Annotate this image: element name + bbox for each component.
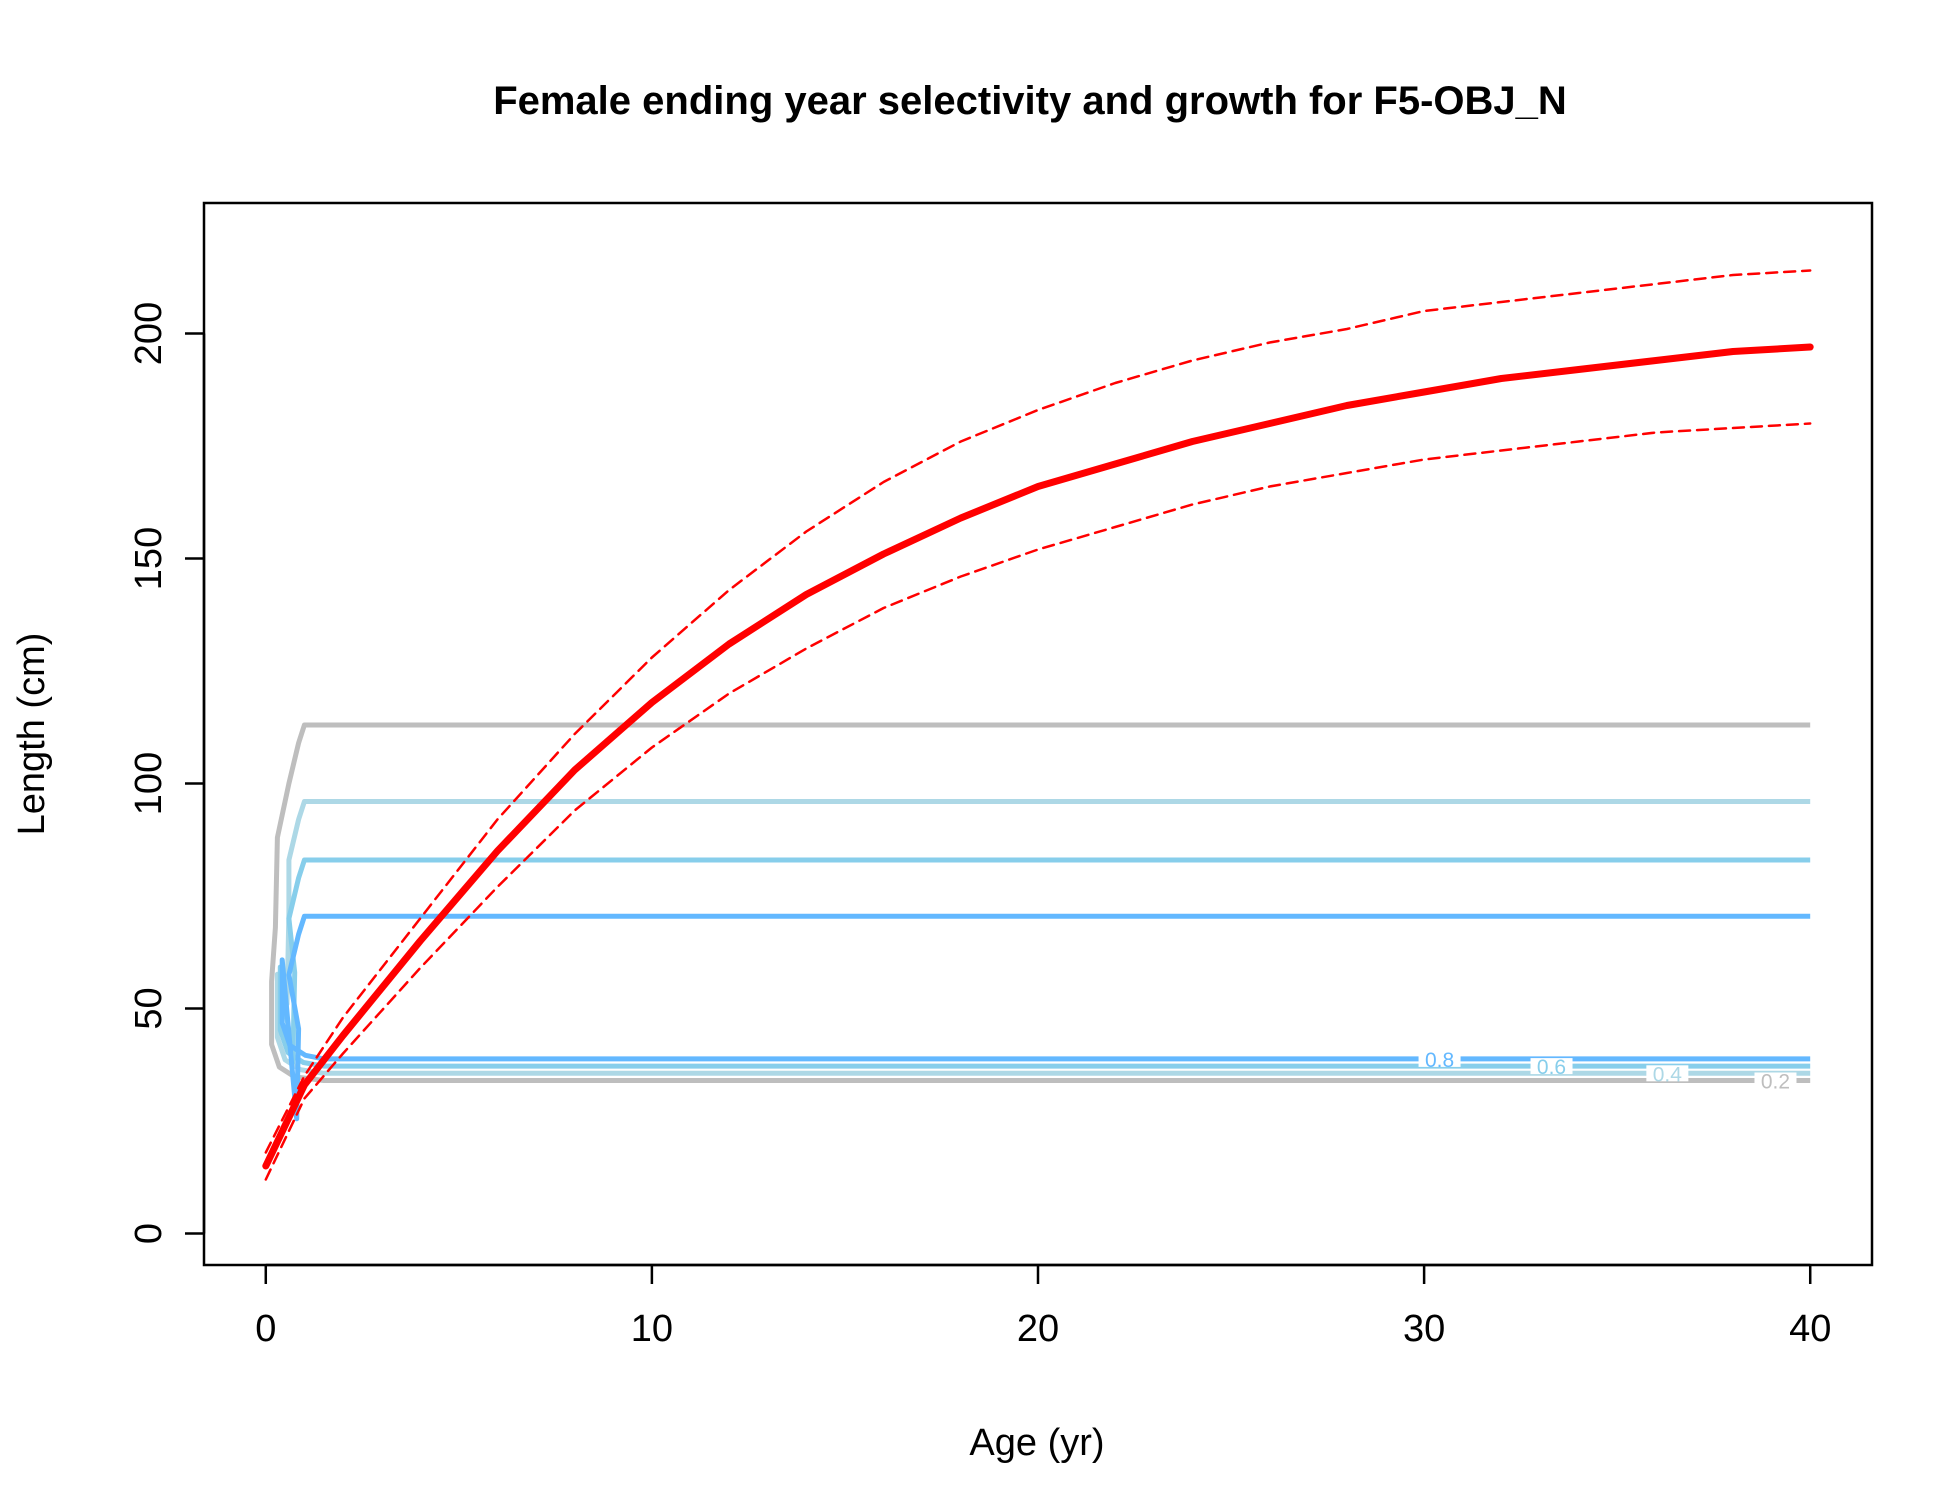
y-axis: 0 50 100 150 200 [128, 302, 206, 1244]
growth-mean-line [262, 343, 1814, 1170]
x-tick-label: 0 [255, 1308, 276, 1350]
contour-label-gap [1754, 1072, 1797, 1089]
contour-label: 0.4 [1653, 1063, 1683, 1086]
contour-line-0.2 [269, 722, 1811, 1083]
y-tick-label: 150 [128, 527, 170, 590]
contour-label-gap [1530, 1058, 1573, 1075]
y-axis-label: Length (cm) [11, 633, 53, 836]
growth-lower-ci-line [264, 422, 1812, 1181]
contour-label: 0.8 [1425, 1049, 1454, 1072]
growth-upper-ci-line [264, 269, 1812, 1154]
x-tick-label: 40 [1789, 1308, 1831, 1350]
x-axis-label: Age (yr) [969, 1422, 1104, 1464]
y-tick-label: 50 [128, 987, 170, 1029]
contour-label: 0.6 [1537, 1056, 1566, 1079]
x-axis: 0 10 20 30 40 [255, 1263, 1831, 1350]
x-tick-label: 20 [1017, 1308, 1059, 1350]
y-tick-label: 0 [128, 1223, 170, 1244]
contour-label: 0.2 [1761, 1071, 1790, 1094]
contour-line-0.8 [279, 913, 1811, 1122]
y-tick-label: 100 [128, 752, 170, 815]
contour-label-gap [1646, 1065, 1689, 1082]
growth-curves [262, 269, 1814, 1181]
chart-title: Female ending year selectivity and growt… [493, 79, 1567, 123]
x-tick-label: 10 [631, 1308, 673, 1350]
y-tick-label: 200 [128, 302, 170, 365]
x-tick-label: 30 [1403, 1308, 1445, 1350]
contour-label-gap [1418, 1050, 1461, 1067]
contour-line-0.6 [277, 857, 1811, 1069]
selectivity-contours: 0.8 0.6 0.4 0.2 [269, 722, 1811, 1122]
